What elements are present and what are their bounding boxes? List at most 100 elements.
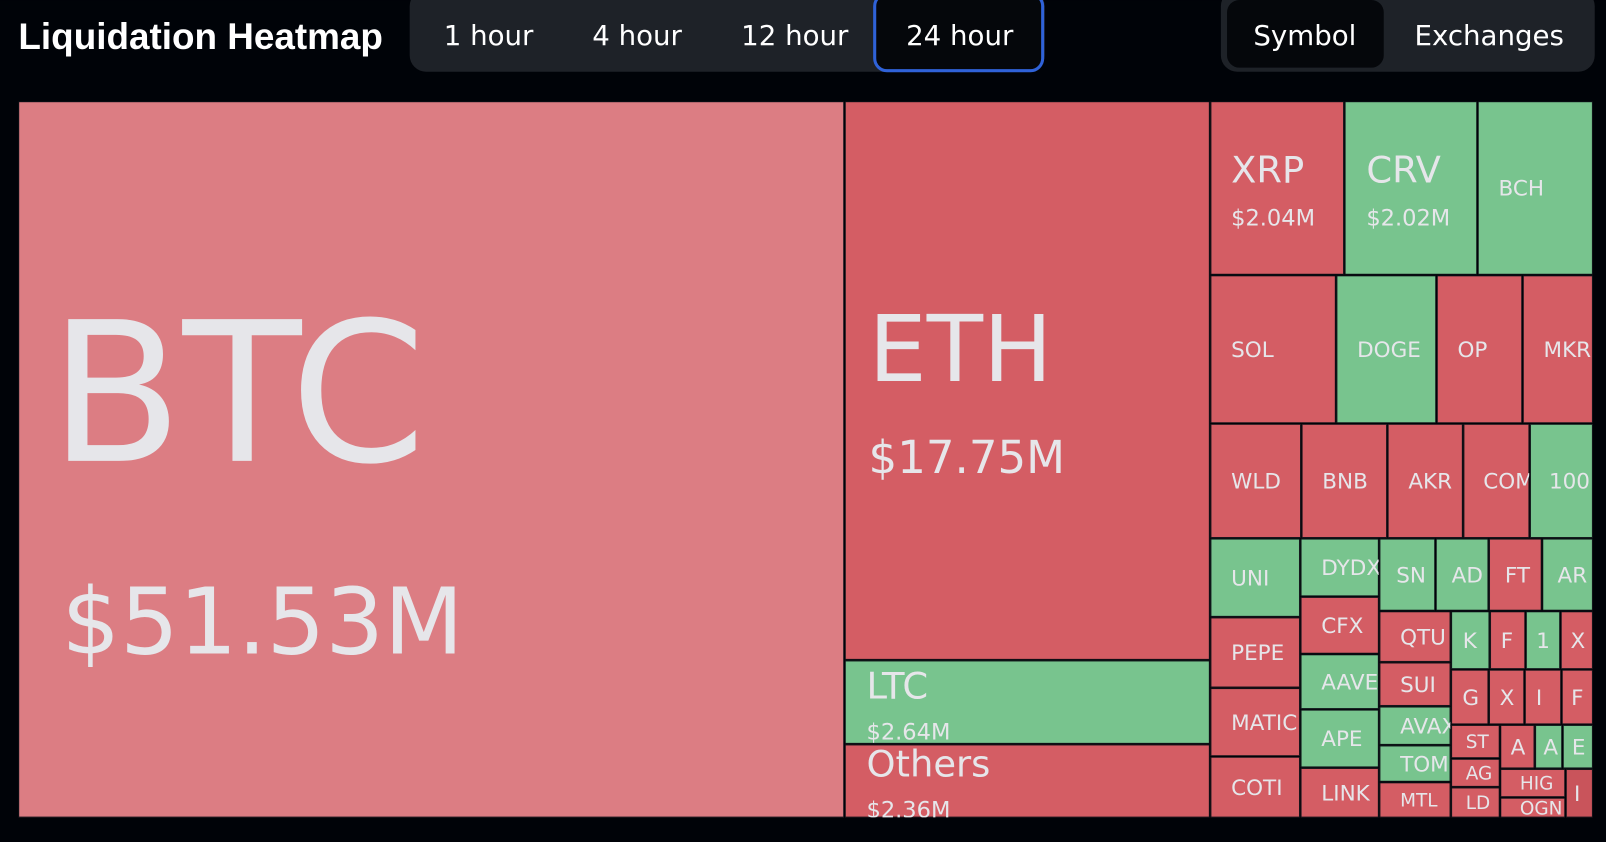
tile[interactable]: CRV $2.02M bbox=[1344, 101, 1477, 275]
tile[interactable]: LTC $2.64M bbox=[844, 660, 1210, 746]
tile-rect bbox=[1300, 709, 1379, 768]
tile-label: COM bbox=[1483, 470, 1534, 495]
tile-label: X bbox=[1500, 686, 1515, 711]
tile[interactable]: 1 bbox=[1526, 611, 1560, 669]
tile[interactable]: Others $2.36M bbox=[844, 742, 1210, 823]
tile-label: SUI bbox=[1400, 673, 1436, 698]
tile[interactable]: F bbox=[1490, 611, 1526, 669]
tile[interactable]: MTL bbox=[1379, 782, 1451, 818]
tile[interactable]: AD bbox=[1435, 538, 1489, 611]
tile[interactable]: SOL bbox=[1210, 275, 1336, 424]
tile[interactable]: QTU bbox=[1379, 611, 1451, 662]
tile[interactable]: OGN bbox=[1500, 797, 1566, 819]
tile-label: AG bbox=[1466, 763, 1493, 784]
tile-rect bbox=[1566, 769, 1593, 818]
view-tab[interactable]: Exchanges bbox=[1415, 19, 1564, 52]
tile-label: QTU bbox=[1400, 625, 1446, 650]
tile-label: LTC bbox=[867, 665, 929, 708]
tile[interactable]: AR bbox=[1542, 538, 1593, 611]
tile[interactable]: I bbox=[1566, 769, 1593, 818]
tile[interactable]: SN bbox=[1379, 538, 1435, 611]
tile-rect bbox=[1300, 538, 1379, 597]
tile-label: MKR bbox=[1544, 338, 1592, 363]
tile[interactable]: A bbox=[1500, 725, 1535, 769]
tile-rect bbox=[18, 101, 844, 818]
tile-rect bbox=[1387, 424, 1463, 538]
time-tab[interactable]: 24 hour bbox=[906, 19, 1014, 52]
tile[interactable]: MKR bbox=[1523, 275, 1593, 424]
tile[interactable]: COM bbox=[1463, 424, 1534, 538]
time-tab[interactable]: 1 hour bbox=[444, 19, 534, 52]
view-tab[interactable]: Symbol bbox=[1253, 19, 1356, 52]
tile-label: WLD bbox=[1231, 470, 1281, 495]
tile[interactable]: LD bbox=[1451, 787, 1500, 818]
view-selected-bg bbox=[1227, 0, 1384, 68]
tile[interactable]: OP bbox=[1437, 275, 1523, 424]
tile-rect bbox=[1562, 725, 1593, 769]
tile[interactable]: X bbox=[1489, 669, 1525, 725]
tile-rect bbox=[1344, 101, 1477, 275]
tile[interactable]: BTC $51.53M bbox=[18, 101, 844, 818]
tile-label: BTC bbox=[49, 280, 426, 507]
tile[interactable]: UNI bbox=[1210, 538, 1300, 617]
tile[interactable]: F bbox=[1561, 669, 1593, 725]
tile-rect bbox=[1451, 787, 1500, 818]
tile-value: $2.02M bbox=[1366, 205, 1450, 231]
tile[interactable]: I bbox=[1525, 669, 1561, 725]
tile-label: FT bbox=[1505, 563, 1531, 588]
tile-label: DOGE bbox=[1357, 338, 1421, 363]
tile[interactable]: TOM bbox=[1379, 745, 1451, 782]
tile[interactable]: MATIC bbox=[1210, 688, 1300, 756]
tile-rect bbox=[844, 660, 1210, 744]
tile[interactable]: A bbox=[1535, 725, 1562, 769]
tile-rect bbox=[844, 101, 1210, 660]
tile[interactable]: WLD bbox=[1210, 424, 1301, 538]
tile[interactable]: AKR bbox=[1387, 424, 1463, 538]
tile-value: $17.75M bbox=[869, 431, 1066, 484]
tile-rect bbox=[1451, 611, 1490, 669]
tile-label: BNB bbox=[1322, 470, 1368, 495]
tile-rect bbox=[1435, 538, 1489, 611]
tile-label: LINK bbox=[1321, 782, 1370, 807]
tile-rect bbox=[1379, 706, 1451, 745]
tile[interactable]: AVAX bbox=[1379, 706, 1457, 745]
tile[interactable]: LINK bbox=[1300, 768, 1379, 818]
tile-label: COTI bbox=[1231, 776, 1282, 801]
tile[interactable]: 100 bbox=[1530, 424, 1593, 538]
tile[interactable]: APE bbox=[1300, 709, 1379, 768]
tile[interactable]: DYDX bbox=[1300, 538, 1382, 597]
tile[interactable]: BCH bbox=[1477, 101, 1593, 275]
time-tab[interactable]: 4 hour bbox=[592, 19, 682, 52]
tile-label: XRP bbox=[1231, 148, 1304, 191]
tile-value: $51.53M bbox=[61, 568, 463, 676]
tile[interactable]: E bbox=[1562, 725, 1593, 769]
tile[interactable]: AG bbox=[1451, 758, 1500, 787]
tile-rect bbox=[1500, 769, 1566, 797]
tile-rect bbox=[1500, 725, 1535, 769]
tile-rect bbox=[1500, 797, 1566, 818]
tile-label: E bbox=[1572, 735, 1586, 760]
tile[interactable]: DOGE bbox=[1336, 275, 1436, 424]
tile-rect bbox=[1525, 669, 1561, 725]
tile[interactable]: BNB bbox=[1301, 424, 1387, 538]
tile[interactable]: COTI bbox=[1210, 756, 1300, 818]
tile[interactable]: CFX bbox=[1300, 597, 1379, 654]
tile[interactable]: SUI bbox=[1379, 662, 1451, 706]
tile[interactable]: HIG bbox=[1500, 769, 1566, 797]
time-tab[interactable]: 12 hour bbox=[741, 19, 849, 52]
tile[interactable]: PEPE bbox=[1210, 617, 1300, 688]
tile[interactable]: ETH $17.75M bbox=[844, 101, 1210, 660]
tile[interactable]: FT bbox=[1489, 538, 1542, 611]
tile[interactable]: X bbox=[1560, 611, 1593, 669]
tile[interactable]: XRP $2.04M bbox=[1210, 101, 1344, 275]
tile[interactable]: AAVE bbox=[1300, 654, 1379, 709]
tile[interactable]: G bbox=[1451, 669, 1489, 725]
tile-rect bbox=[1379, 745, 1451, 782]
tile[interactable]: ST bbox=[1451, 725, 1500, 758]
tab-selected-bg bbox=[873, 0, 1045, 73]
tile-rect bbox=[1210, 688, 1300, 756]
tile-rect bbox=[1300, 654, 1379, 709]
tile[interactable]: K bbox=[1451, 611, 1490, 669]
